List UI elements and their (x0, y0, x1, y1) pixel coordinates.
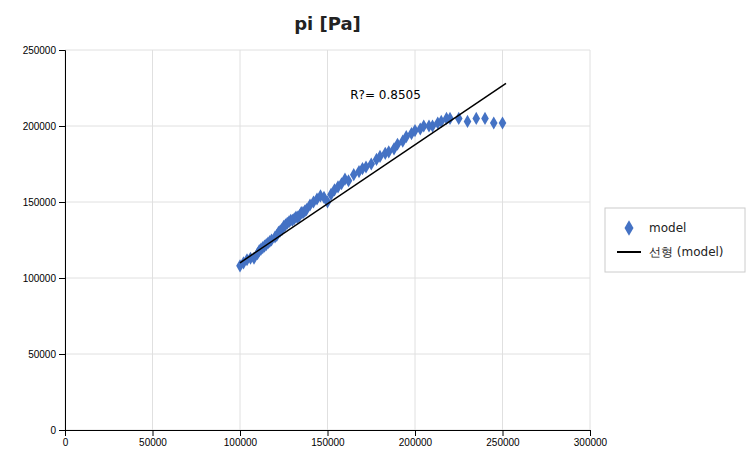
y-axis-tick: 250000 (23, 45, 65, 56)
x-axis-tick-label: 200000 (399, 437, 433, 448)
grid-line-x (590, 50, 591, 430)
x-axis-tick-mark (503, 430, 504, 436)
grid (65, 50, 590, 430)
x-axis-tick-label: 250000 (486, 437, 520, 448)
legend-swatch (625, 220, 634, 236)
x-axis-tick: 300000 (574, 430, 608, 448)
legend-label: 선형 (model) (649, 245, 724, 259)
y-axis-tick-mark (59, 354, 65, 355)
legend-label: model (649, 221, 686, 235)
legend: model 선형 (model) (605, 208, 745, 272)
x-axis-tick-label: 50000 (139, 437, 167, 448)
x-axis-tick: 150000 (311, 430, 345, 448)
y-axis-tick-label: 250000 (23, 45, 57, 56)
grid-line-y (65, 278, 590, 279)
x-axis-tick-mark (590, 430, 591, 436)
legend-swatch (617, 251, 641, 253)
y-axis-tick-label: 150000 (23, 197, 57, 208)
legend-item: model (625, 220, 687, 236)
grid-line-x (415, 50, 416, 430)
marks (236, 83, 506, 272)
x-axis-domain (66, 431, 591, 437)
grid-line-y (65, 354, 590, 355)
scatter-point (499, 116, 507, 129)
scatter-point (472, 112, 480, 125)
x-axis-tick-mark (153, 430, 154, 436)
y-axis-tick-label: 50000 (28, 349, 56, 360)
x-axis-tick-label: 300000 (574, 437, 608, 448)
x-axis-tick-mark (415, 430, 416, 436)
x-axis-tick-label: 150000 (311, 437, 345, 448)
x-axis-tick: 100000 (224, 430, 258, 448)
y-axis-tick-mark (59, 126, 65, 127)
y-axis-tick-label: 0 (50, 425, 56, 436)
y-axis-tick: 200000 (23, 121, 65, 132)
scatter-point (490, 116, 498, 129)
x-axis-tick-label: 100000 (224, 437, 258, 448)
legend-frame (605, 208, 745, 272)
scatter-series (236, 112, 506, 273)
x-axis-tick: 50000 (139, 430, 167, 448)
title: pi [Pa] (294, 13, 361, 34)
y-axis-tick-label: 100000 (23, 273, 57, 284)
x-axis-tick: 200000 (399, 430, 433, 448)
grid-line-x (240, 50, 241, 430)
y-axis-tick: 100000 (23, 273, 65, 284)
plot-area: 0 50000 100000 150000 200000 250000 300000 0 500… (23, 45, 608, 448)
y-axis-tick: 0 (50, 425, 65, 436)
scatter-point (464, 115, 472, 128)
x-axis-tick-label: 0 (63, 437, 69, 448)
x-axis-tick-mark (240, 430, 241, 436)
y-axis-tick-mark (59, 50, 65, 51)
x-axis-tick: 0 (63, 430, 69, 448)
y-axis: 0 50000 100000 150000 200000 250000 (23, 45, 66, 436)
chart: pi [Pa] 0 50000 100000 150000 200000 250000 300… (0, 0, 755, 470)
y-axis-tick-mark (59, 202, 65, 203)
grid-line-x (502, 50, 503, 430)
grid-line-y (65, 50, 590, 51)
y-axis-tick-mark (59, 430, 65, 431)
legend-item: 선형 (model) (617, 245, 724, 259)
grid-line-y (65, 126, 590, 127)
y-axis-tick: 150000 (23, 197, 65, 208)
x-axis-tick-mark (328, 430, 329, 436)
scatter-point (481, 112, 489, 125)
y-axis-tick-label: 200000 (23, 121, 57, 132)
y-axis-domain (59, 51, 66, 431)
x-axis: 0 50000 100000 150000 200000 250000 300000 (63, 430, 608, 448)
annotation: R?= 0.8505 (350, 88, 421, 102)
y-axis-tick-mark (59, 278, 65, 279)
trend-line (240, 83, 506, 262)
y-axis-tick: 50000 (28, 349, 65, 360)
grid-line-x (327, 50, 328, 430)
x-axis-tick: 250000 (486, 430, 520, 448)
grid-line-x (152, 50, 153, 430)
